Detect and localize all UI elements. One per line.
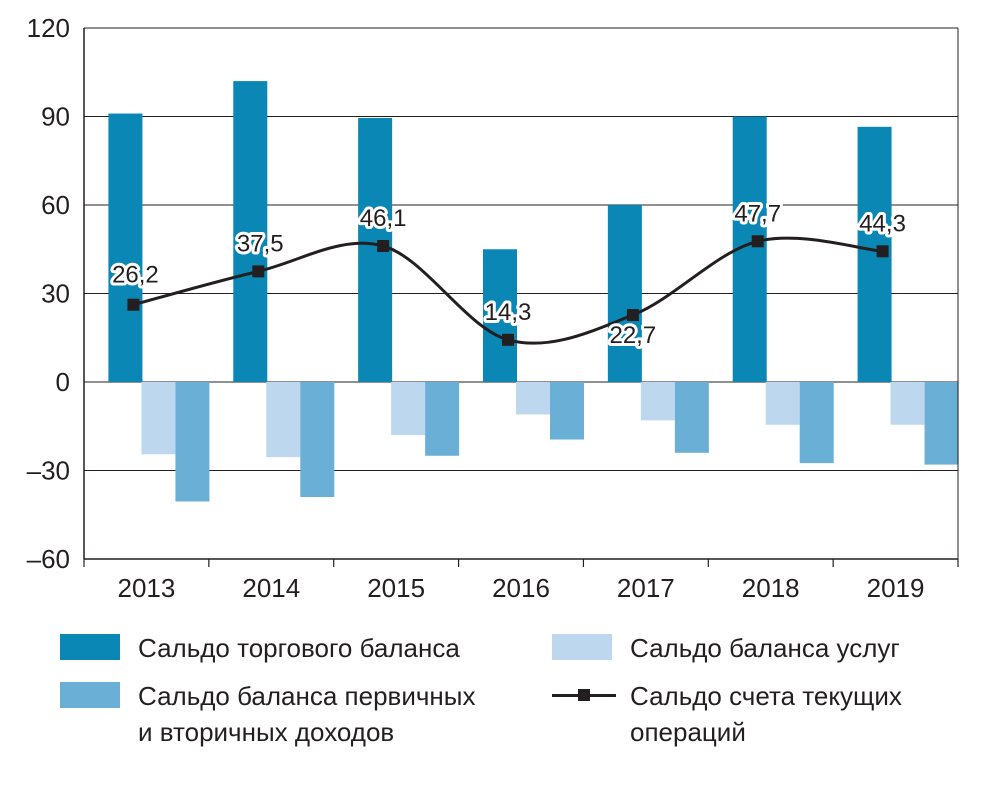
data-label-2015: 46,1: [360, 205, 407, 232]
x-tick-label: 2014: [242, 573, 300, 603]
line-marker-2014: [252, 265, 265, 278]
data-label-2013: 26,2: [112, 262, 159, 289]
bar-income-2015: [425, 382, 460, 456]
bar-services-2015: [391, 382, 426, 436]
legend-swatch-income: [60, 682, 120, 708]
bar-trade-2014: [233, 81, 268, 382]
bar-services-2014: [266, 382, 301, 458]
legend-item-services: Сальдо баланса услуг: [552, 630, 900, 666]
legend-swatch-services: [552, 634, 612, 660]
x-tick-label: 2016: [492, 573, 550, 603]
line-marker-2016: [502, 333, 514, 346]
legend-item-current-account: Сальдо счета текущих операций: [552, 678, 902, 750]
y-tick-label: 30: [41, 279, 70, 309]
bar-trade-2013: [108, 113, 143, 383]
bar-income-2017: [674, 382, 709, 453]
bar-services-2017: [640, 382, 675, 421]
bar-income-2019: [924, 382, 959, 465]
bar-income-2016: [550, 382, 584, 440]
legend-label-current-account: Сальдо счета текущих операций: [630, 681, 902, 747]
data-label-2019: 44,3: [859, 210, 906, 237]
bar-income-2014: [300, 382, 335, 498]
line-marker-2018: [751, 235, 764, 248]
x-tick-label: 2013: [118, 573, 176, 603]
x-tick-label: 2015: [367, 573, 425, 603]
y-tick-label: 60: [41, 190, 70, 220]
bar-trade-2017: [607, 205, 642, 382]
legend-label-income: Сальдо баланса первичных и вторичных дох…: [138, 681, 476, 747]
y-tick-label: 90: [41, 102, 70, 132]
bars: [108, 81, 959, 502]
current-account-line: [127, 235, 889, 346]
x-tick-label: 2017: [617, 573, 675, 603]
line-marker-2013: [127, 298, 140, 311]
legend-swatch-trade: [60, 634, 120, 660]
data-label-2014: 37,5: [237, 230, 284, 257]
line-marker-2017: [626, 309, 639, 322]
bar-services-2013: [141, 382, 176, 455]
legend-item-income: Сальдо баланса первичных и вторичных дох…: [60, 678, 475, 750]
bar-services-2018: [765, 382, 800, 425]
line-marker-2019: [876, 245, 889, 258]
data-labels: 26,2 37,5 46,1 14,3 22,7 47,7 44,3: [109, 197, 909, 352]
legend-label-services: Сальдо баланса услуг: [630, 633, 900, 663]
y-tick-label: 120: [27, 13, 70, 43]
y-tick-label: –60: [27, 544, 70, 574]
bar-services-2019: [890, 382, 925, 425]
legend-swatch-current-account: [552, 678, 616, 708]
bar-income-2013: [175, 382, 210, 502]
y-tick-label: 0: [56, 367, 70, 397]
legend-label-trade: Сальдо торгового баланса: [138, 633, 460, 663]
axes: 120 90 60 30 0 –30 –60 2013 2014 2015 2016 2017 2018…: [27, 13, 959, 603]
legend-item-trade: Сальдо торгового баланса: [60, 630, 460, 666]
data-label-2018: 47,7: [734, 200, 781, 227]
x-tick-label: 2019: [867, 573, 925, 603]
data-label-2016: 14,3: [485, 299, 532, 326]
bar-income-2018: [799, 382, 834, 464]
data-label-2017: 22,7: [609, 322, 656, 349]
gridlines: [84, 27, 958, 560]
chart: 120 90 60 30 0 –30 –60 2013 2014 2015 2016 2017 2018…: [27, 13, 959, 603]
bar-trade-2016: [483, 249, 517, 382]
x-tick-label: 2018: [742, 573, 800, 603]
y-tick-label: –30: [27, 456, 70, 486]
line-marker-2015: [377, 240, 390, 253]
bar-services-2016: [516, 382, 550, 415]
